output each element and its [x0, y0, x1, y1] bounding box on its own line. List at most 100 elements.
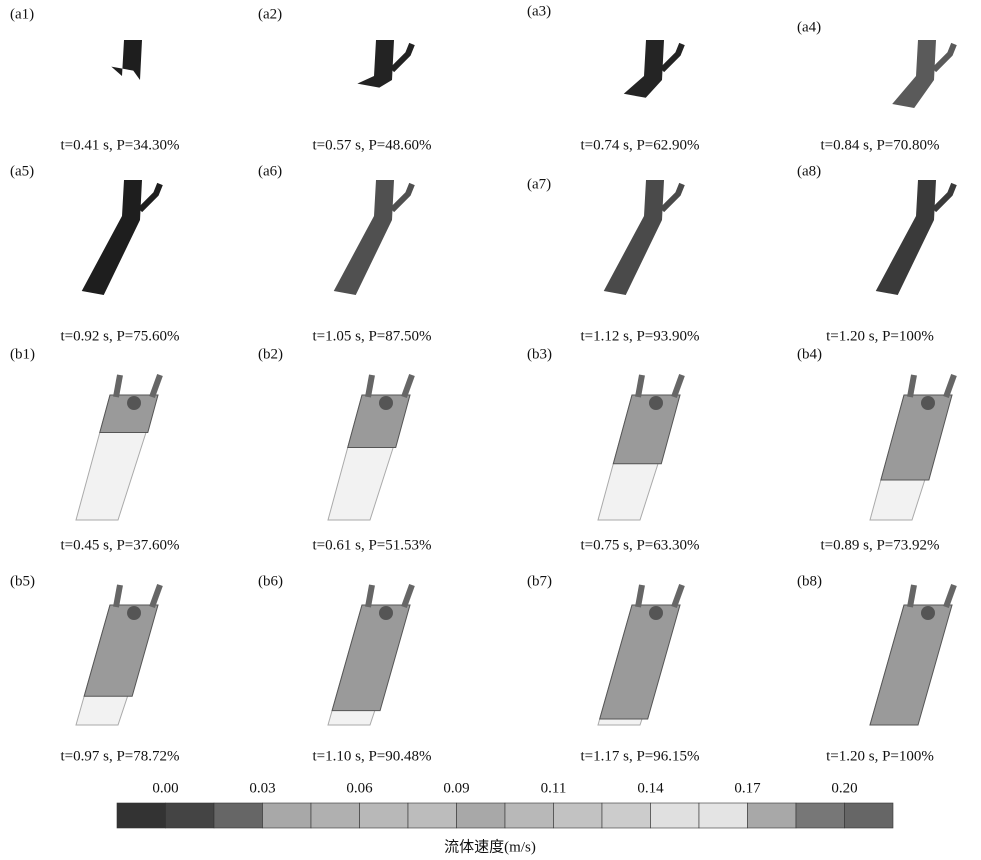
part-filled [870, 605, 952, 725]
panel-image [892, 40, 954, 108]
colorbar-tick-label: 0.00 [152, 780, 178, 796]
panel-caption: t=0.57 s, P=48.60% [312, 137, 431, 153]
part-hub [379, 606, 393, 620]
panels: (a1) t=0.41 s, P=34.30% (a2) t=0.57 s, P=48… [10, 3, 954, 764]
panel-caption: t=0.89 s, P=73.92% [820, 537, 939, 553]
part-prongs [910, 585, 914, 607]
colorbar-cell [214, 803, 263, 828]
part-prong [674, 375, 682, 397]
panel-image [328, 375, 412, 520]
part-prong [392, 44, 412, 70]
panel-label: (b6) [258, 573, 283, 589]
part-hub [649, 396, 663, 410]
panel-image [357, 40, 412, 88]
part-filled [600, 605, 680, 719]
panel-label: (b1) [10, 346, 35, 362]
panel-label: (a2) [258, 6, 282, 22]
panel-image [598, 375, 682, 520]
part-hub [379, 396, 393, 410]
part-filled [84, 605, 158, 696]
panel-caption: t=1.20 s, P=100% [826, 328, 934, 344]
panel-image [82, 180, 160, 295]
colorbar-cell [311, 803, 360, 828]
part-body [111, 40, 142, 80]
panel-caption: t=0.92 s, P=75.60% [60, 328, 179, 344]
figure: (a1) t=0.41 s, P=34.30% (a2) t=0.57 s, P=48… [0, 0, 981, 860]
colorbar-tick-label: 0.06 [346, 780, 373, 796]
colorbar-title: 流体速度(m/s) [444, 838, 536, 855]
part-prong [392, 184, 412, 210]
part-body [334, 180, 394, 295]
panel-caption: t=0.97 s, P=78.72% [60, 748, 179, 764]
colorbar: 0.00 0.03 0.06 0.09 0.11 0.14 0.17 0.20 [117, 780, 893, 828]
colorbar-cell [602, 803, 651, 828]
part-body [82, 180, 142, 295]
part-prong [662, 44, 682, 70]
part-filled [613, 395, 680, 464]
part-prongs [368, 375, 372, 397]
part-prong [404, 375, 412, 397]
panel-label: (b4) [797, 346, 822, 362]
panel-label: (a7) [527, 176, 551, 192]
colorbar-tick-label: 0.17 [734, 780, 761, 796]
part-prong [152, 375, 160, 397]
panel-caption: t=0.75 s, P=63.30% [580, 537, 699, 553]
panel-label: (b5) [10, 573, 35, 589]
part-hub [649, 606, 663, 620]
colorbar-cell [845, 803, 894, 828]
part-prong [404, 585, 412, 607]
part-hub [127, 606, 141, 620]
colorbar-cell [408, 803, 457, 828]
part-prongs [910, 375, 914, 397]
panel-caption: t=0.41 s, P=34.30% [60, 137, 179, 153]
panel-image [870, 375, 954, 520]
panel-label: (b7) [527, 573, 552, 589]
part-prongs [368, 585, 372, 607]
colorbar-cell [796, 803, 845, 828]
panel-label: (b2) [258, 346, 283, 362]
panel-label: (b3) [527, 346, 552, 362]
colorbar-tick-label: 0.09 [443, 780, 469, 796]
colorbar-cell [457, 803, 506, 828]
colorbar-tick-label: 0.20 [831, 780, 857, 796]
colorbar-cell [360, 803, 409, 828]
colorbar-cell [117, 803, 166, 828]
part-hub [921, 396, 935, 410]
panel-label: (b8) [797, 573, 822, 589]
panel-label: (a1) [10, 6, 34, 22]
part-prongs [116, 585, 120, 607]
part-prong [140, 184, 160, 210]
part-body [876, 180, 936, 295]
colorbar-cell [263, 803, 312, 828]
part-body [357, 40, 394, 88]
colorbar-cell [166, 803, 215, 828]
part-prong [674, 585, 682, 607]
colorbar-tick-label: 0.14 [637, 780, 664, 796]
colorbar-cell [505, 803, 554, 828]
panel-image [76, 375, 160, 520]
colorbar-tick-label: 0.11 [541, 780, 567, 796]
part-prongs [638, 375, 642, 397]
part-prong [934, 44, 954, 70]
panel-image [624, 40, 682, 98]
part-prong [662, 184, 682, 210]
panel-caption: t=0.61 s, P=51.53% [312, 537, 431, 553]
panel-caption: t=0.84 s, P=70.80% [820, 137, 939, 153]
colorbar-cell [699, 803, 748, 828]
panel-image [604, 180, 682, 295]
colorbar-tick-label: 0.03 [249, 780, 275, 796]
part-filled [881, 395, 952, 480]
part-prong [934, 184, 954, 210]
colorbar-cell [554, 803, 603, 828]
panel-caption: t=1.12 s, P=93.90% [580, 328, 699, 344]
part-hub [921, 606, 935, 620]
panel-label: (a3) [527, 3, 551, 19]
panel-caption: t=0.74 s, P=62.90% [580, 137, 699, 153]
part-hub [127, 396, 141, 410]
panel-caption: t=1.10 s, P=90.48% [312, 748, 431, 764]
panel-caption: t=0.45 s, P=37.60% [60, 537, 179, 553]
panel-label: (a6) [258, 163, 282, 179]
panel-caption: t=1.20 s, P=100% [826, 748, 934, 764]
part-body [624, 40, 664, 98]
part-prong [946, 375, 954, 397]
